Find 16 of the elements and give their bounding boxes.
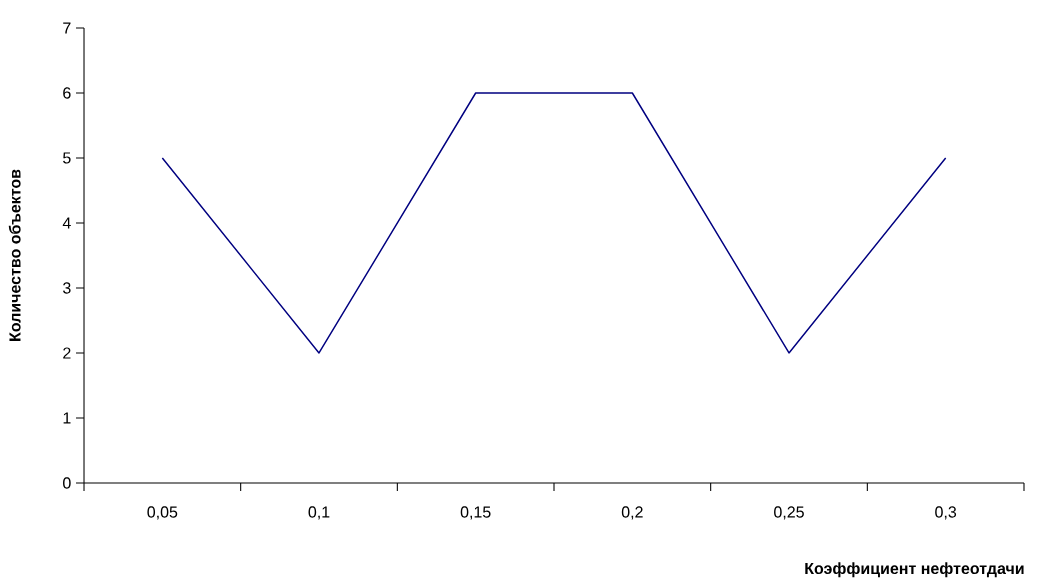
x-tick-label: 0,05 — [147, 506, 178, 520]
y-tick-label: 1 — [63, 412, 71, 424]
y-tick-label: 6 — [63, 87, 71, 99]
x-tick-label: 0,15 — [460, 506, 491, 520]
x-tick-label: 0,2 — [621, 506, 643, 520]
y-tick-label: 4 — [62, 217, 71, 229]
x-tick-label: 0,25 — [774, 506, 804, 520]
y-axis-title: Количество объектов — [8, 169, 21, 341]
x-tick-label: 0,1 — [308, 506, 330, 520]
y-tick-label: 7 — [63, 22, 71, 34]
y-tick-label: 5 — [63, 152, 71, 164]
y-tick-label: 3 — [63, 282, 71, 294]
x-tick-label: 0,3 — [935, 506, 957, 520]
y-tick-label: 2 — [63, 347, 71, 359]
x-axis-title: Коэффициент нефтеотдачи — [805, 562, 1024, 578]
y-tick-label: 0 — [63, 477, 71, 489]
